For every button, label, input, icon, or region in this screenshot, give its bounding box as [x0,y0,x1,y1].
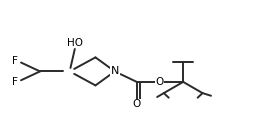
Text: F: F [12,77,18,87]
Text: N: N [111,66,119,76]
Text: O: O [155,77,164,87]
Text: O: O [133,99,141,109]
Text: HO: HO [67,38,83,48]
Text: F: F [12,56,18,66]
